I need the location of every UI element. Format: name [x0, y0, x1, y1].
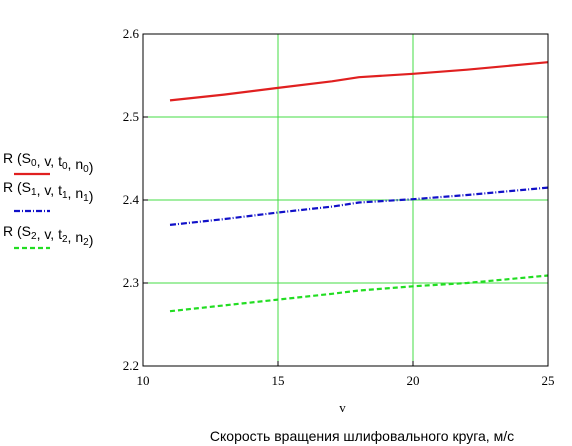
y-tick-label: 2.2: [123, 358, 139, 373]
y-tick-label: 2.5: [123, 109, 139, 124]
series-line-1: [169, 186, 549, 226]
y-tick-label: 2.3: [123, 275, 139, 290]
y-tick-label: 2.4: [123, 192, 140, 207]
x-axis-label: v: [339, 400, 346, 415]
series-line-0: [169, 61, 549, 102]
legend-entry-0: R (S0, v, t0, n0): [3, 150, 93, 175]
y-tick-label: 2.6: [123, 26, 140, 41]
legend-entry-2: R (S2, v, t2, n2): [3, 223, 93, 248]
series-line-2: [169, 274, 549, 313]
axis-caption: Скорость вращения шлифовального круга, м…: [210, 428, 514, 444]
x-tick-label: 20: [407, 373, 420, 388]
x-tick-label: 25: [542, 373, 555, 388]
x-tick-label: 15: [272, 373, 285, 388]
legend-entry-1: R (S1, v, t1, n1): [3, 179, 93, 204]
x-tick-label: 10: [137, 373, 150, 388]
